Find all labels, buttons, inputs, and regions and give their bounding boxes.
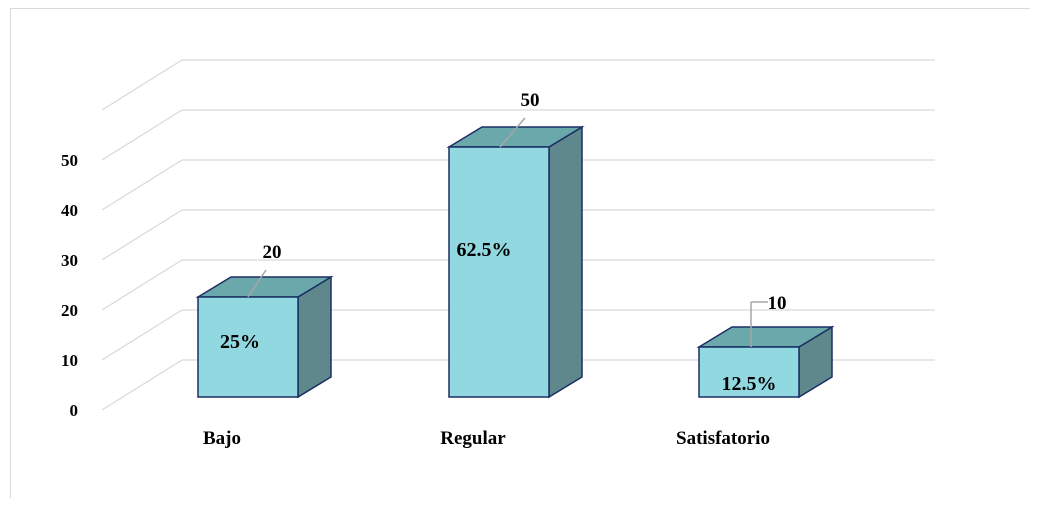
x-category-label-bajo: Bajo <box>203 428 241 449</box>
bar-side-bajo <box>297 275 332 399</box>
y-tick-label-10: 10 <box>61 351 78 370</box>
bar-side-regular <box>548 125 583 399</box>
y-tick-label-20: 20 <box>61 301 78 320</box>
data-label-satisfatorio: 10 <box>768 293 787 314</box>
gridline-side-top <box>101 59 183 111</box>
bar-percent-label-bajo: 25% <box>220 331 260 353</box>
data-label-regular: 50 <box>521 90 540 111</box>
gridline-side-40 <box>101 159 183 211</box>
y-tick-label-50: 50 <box>61 151 78 170</box>
bar-satisfatorio <box>698 346 800 398</box>
y-axis-ticks: 0 10 20 30 40 50 <box>61 151 78 420</box>
x-axis-categories: Bajo Regular Satisfatorio <box>203 428 770 449</box>
gridline-side-0 <box>101 359 183 411</box>
x-category-label-regular: Regular <box>440 428 506 449</box>
leader-line-bajo <box>247 269 267 298</box>
gridline-side-50 <box>101 109 183 161</box>
gridline-side-10 <box>101 309 183 361</box>
bar-regular <box>448 146 550 398</box>
bars <box>195 125 835 399</box>
chart-frame <box>10 8 1030 498</box>
gridline-side-20 <box>101 259 183 311</box>
bar-bajo <box>197 296 299 398</box>
gridline-side-30 <box>101 209 183 261</box>
y-tick-label-0: 0 <box>70 401 79 420</box>
y-tick-label-30: 30 <box>61 251 78 270</box>
x-category-label-satisfatorio: Satisfatorio <box>676 428 770 449</box>
leader-line-regular <box>499 117 526 148</box>
data-label-bajo: 20 <box>263 242 282 263</box>
bar-percent-label-satisfatorio: 12.5% <box>722 373 777 395</box>
data-labels: 25% 20 62.5% 50 12.5% 10 <box>220 90 787 395</box>
y-tick-label-40: 40 <box>61 201 78 220</box>
bar-percent-label-regular: 62.5% <box>457 239 512 261</box>
